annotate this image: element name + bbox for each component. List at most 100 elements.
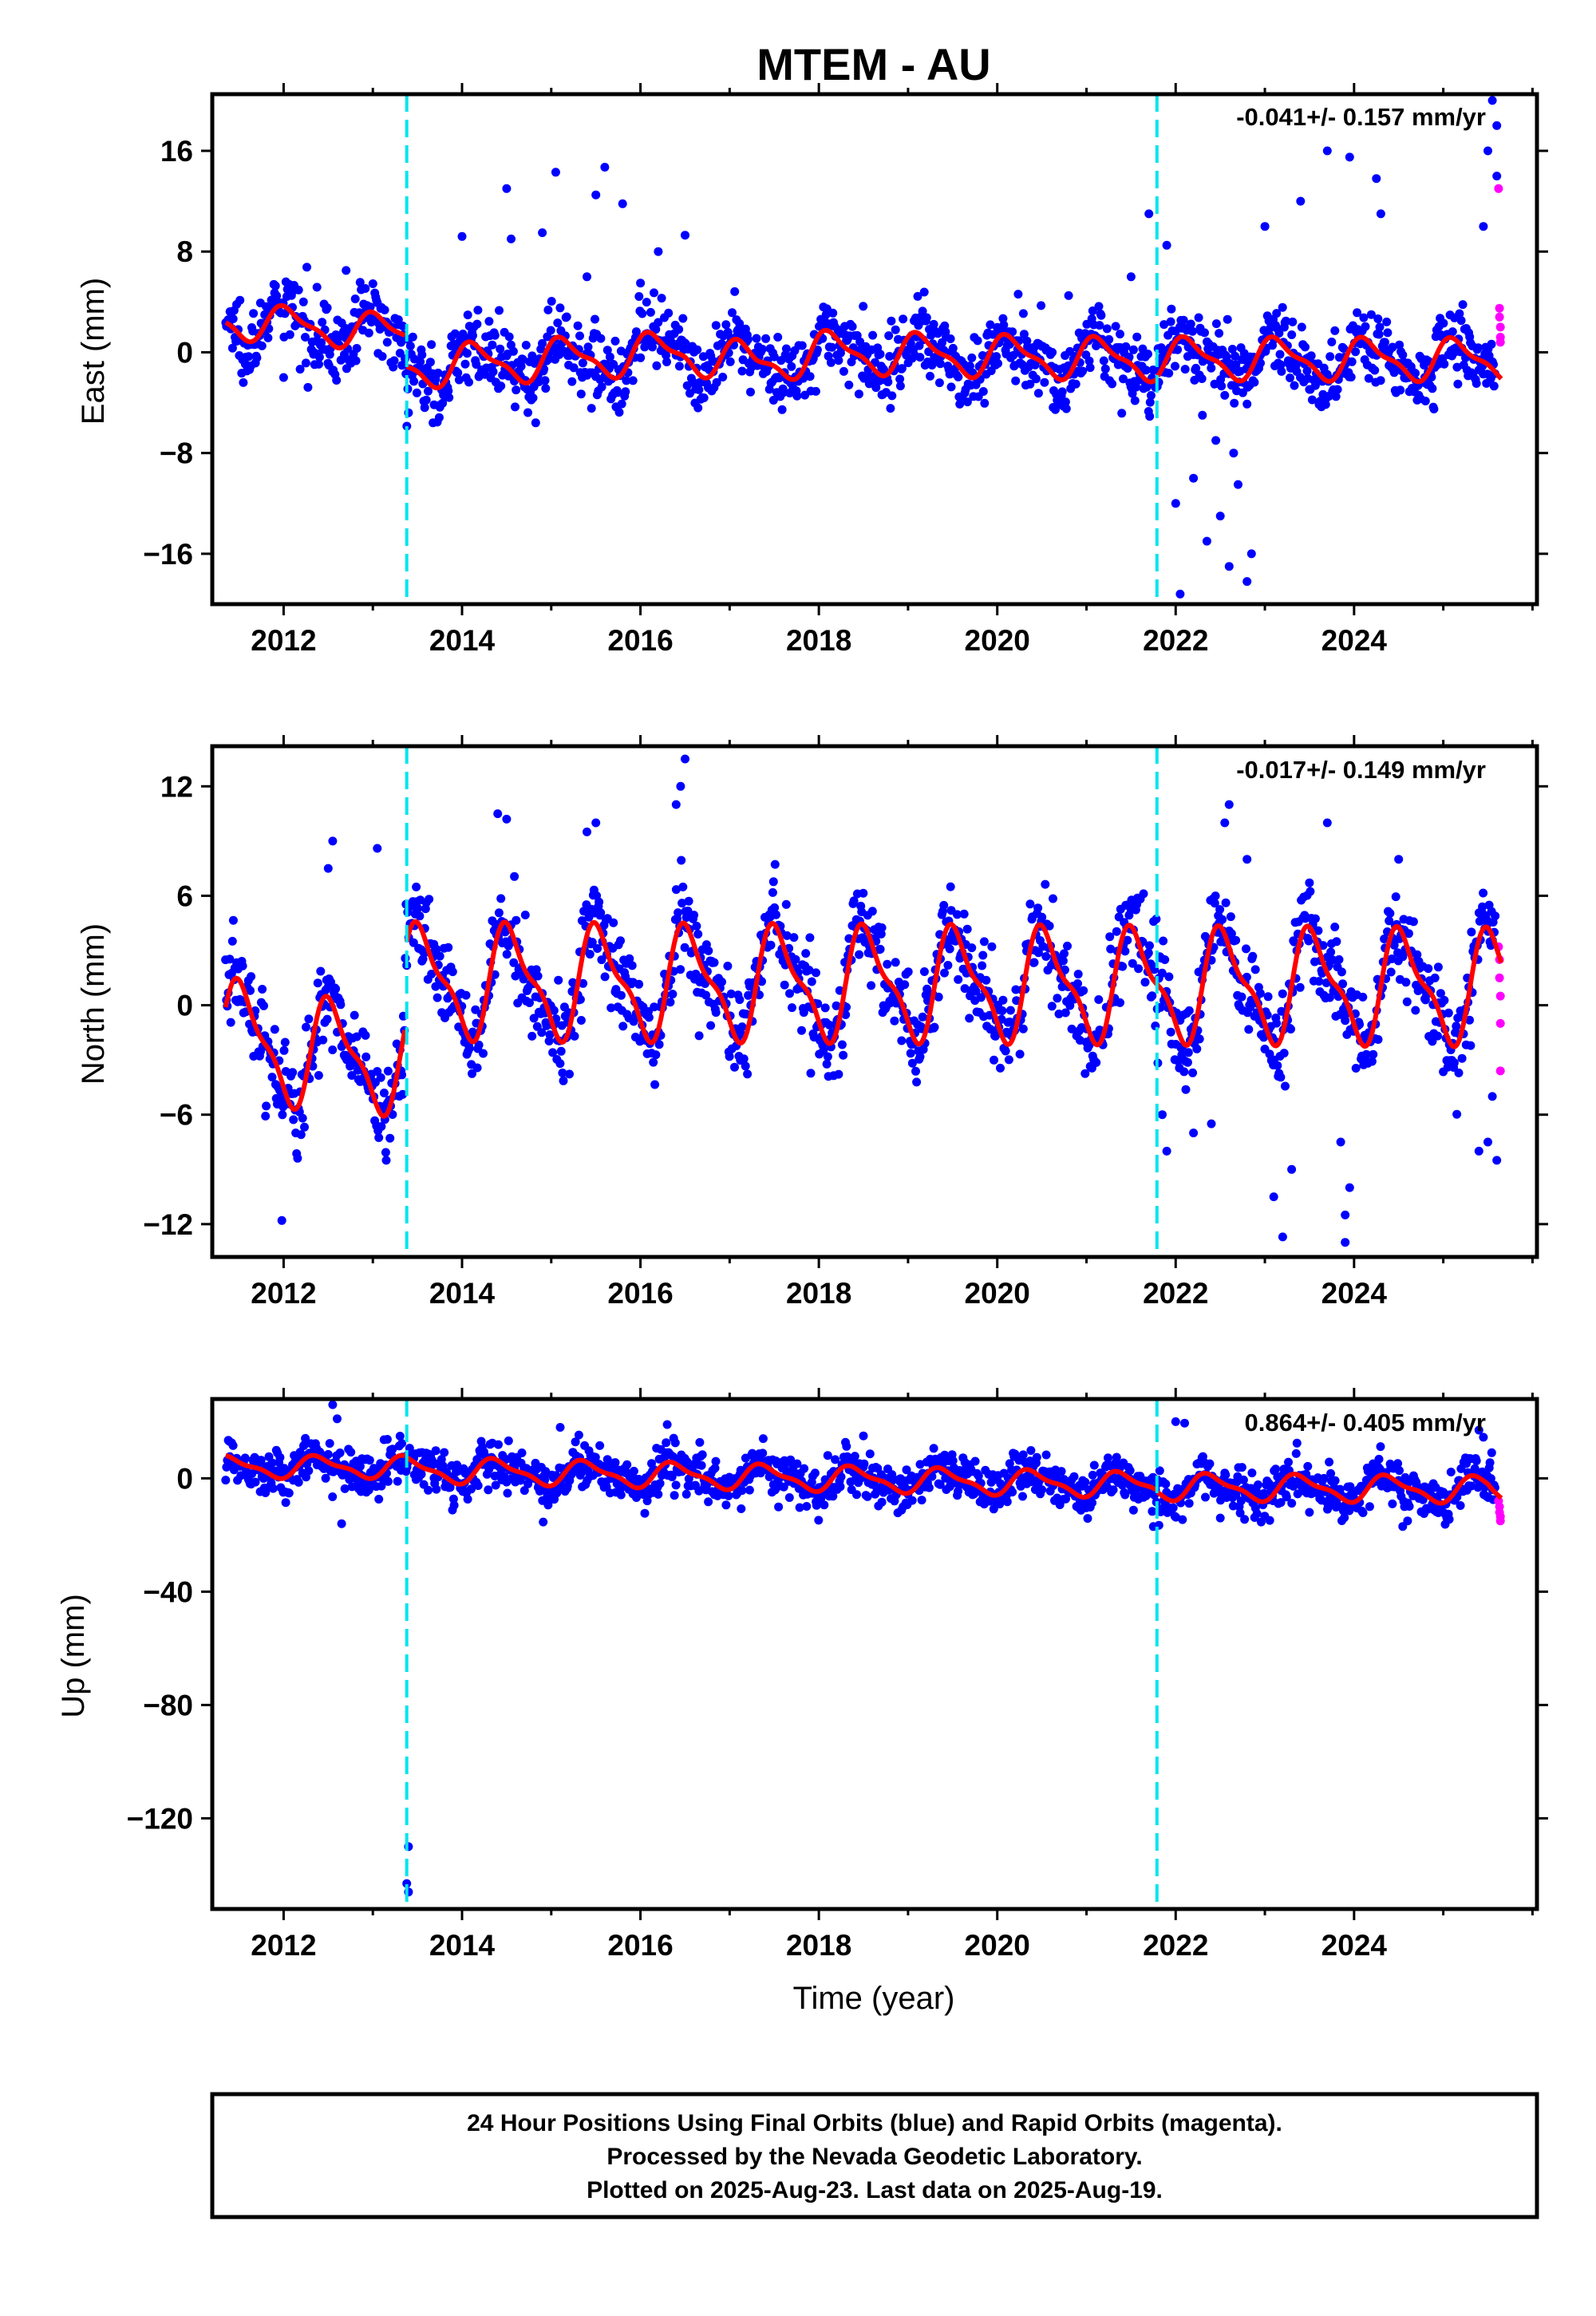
north-final-point [982, 975, 991, 985]
up-final-point [595, 1441, 605, 1450]
east-final-point [999, 320, 1009, 330]
north-model-fit-0 [223, 975, 408, 1119]
north-final-point [1049, 894, 1057, 903]
up-final-point [929, 1444, 938, 1453]
east-final-point [1142, 382, 1152, 392]
up-final-point [517, 1448, 527, 1457]
north-final-point [820, 1003, 830, 1013]
up-final-point [1089, 1460, 1099, 1470]
north-final-point [1479, 888, 1488, 898]
east-final-point [397, 361, 407, 370]
east-final-point [1019, 330, 1029, 339]
north-final-point [398, 1089, 408, 1099]
north-final-point [1276, 1073, 1286, 1082]
up-final-point [1148, 1507, 1157, 1516]
east-final-point [965, 362, 974, 371]
north-final-point [1358, 992, 1368, 1002]
north-final-point [839, 1050, 848, 1060]
east-final-point [1256, 358, 1265, 368]
east-final-point [1180, 365, 1190, 374]
up-final-point [697, 1460, 706, 1470]
north-final-point [1295, 982, 1305, 992]
up-final-point [1201, 1492, 1210, 1502]
north-final-point [971, 986, 981, 996]
up-final-point [395, 1432, 405, 1441]
north-final-point [545, 1030, 555, 1039]
east-final-point [634, 292, 644, 301]
north-final-point [1369, 1049, 1378, 1059]
east-final-point [1100, 364, 1110, 373]
east-final-point [547, 297, 556, 306]
east-final-point [596, 334, 606, 343]
north-final-point [954, 974, 963, 984]
north-final-point [1457, 1053, 1467, 1063]
north-final-point [782, 931, 792, 940]
north-final-point [1361, 1049, 1371, 1059]
north-final-point [743, 1069, 753, 1079]
up-final-point [1395, 1466, 1404, 1476]
up-final-point [1128, 1505, 1138, 1515]
east-final-point [1025, 379, 1035, 389]
east-final-point [781, 344, 791, 354]
north-final-point [1148, 991, 1157, 1001]
north-final-point [998, 995, 1008, 1005]
east-final-point [1374, 330, 1384, 339]
up-final-point [1215, 1513, 1225, 1523]
up-final-point [795, 1503, 804, 1512]
east-final-point [674, 362, 684, 371]
east-final-point [473, 306, 483, 315]
north-final-point [797, 1026, 806, 1035]
east-final-point [1272, 309, 1282, 318]
east-final-point [1321, 400, 1330, 409]
up-final-point [1247, 1468, 1257, 1478]
east-final-point [361, 284, 370, 293]
east-frame [210, 92, 1539, 607]
north-final-point [706, 1021, 716, 1030]
east-final-point [761, 334, 771, 343]
north-final-point [906, 1049, 915, 1058]
up-final-point [247, 1469, 257, 1479]
east-final-point [998, 314, 1008, 323]
east-final-point [883, 377, 893, 387]
east-final-point [389, 362, 398, 372]
east-final-point [1347, 357, 1357, 366]
up-x-tick-label: 2024 [1321, 1929, 1388, 1962]
east-final-point [1229, 449, 1238, 458]
up-final-point [863, 1492, 872, 1501]
east-final-point [573, 321, 583, 330]
up-final-point [1104, 1453, 1112, 1463]
north-final-point [849, 896, 859, 906]
north-final-point [1047, 1002, 1057, 1011]
up-final-point [417, 1469, 426, 1479]
up-final-point [655, 1479, 665, 1488]
north-final-point [606, 1003, 616, 1013]
north-final-point [1255, 989, 1265, 998]
east-final-point [1333, 385, 1342, 394]
east-final-point [1492, 172, 1502, 181]
east-x-tick-label: 2022 [1143, 624, 1208, 657]
up-final-point [539, 1517, 548, 1527]
east-final-point [1388, 342, 1397, 352]
east-final-point [628, 376, 638, 385]
east-final-point [1194, 313, 1203, 322]
east-final-point [1372, 174, 1381, 184]
north-final-point [1033, 948, 1043, 958]
east-final-point [1395, 340, 1404, 350]
up-final-point [397, 1439, 407, 1448]
north-final-point [922, 984, 932, 994]
north-final-point [385, 1133, 395, 1143]
up-final-point [424, 1485, 433, 1495]
east-final-point [792, 391, 802, 401]
east-final-point [642, 298, 651, 307]
north-final-point [246, 986, 255, 995]
north-final-point [1272, 1018, 1282, 1028]
north-x-tick-label: 2012 [251, 1277, 316, 1310]
north-final-point [772, 910, 780, 919]
north-final-point [940, 968, 949, 978]
up-final-point [915, 1460, 925, 1469]
north-final-point [432, 945, 441, 954]
up-final-point [1252, 1509, 1262, 1519]
east-final-point [1287, 330, 1297, 339]
up-final-point [333, 1414, 342, 1424]
